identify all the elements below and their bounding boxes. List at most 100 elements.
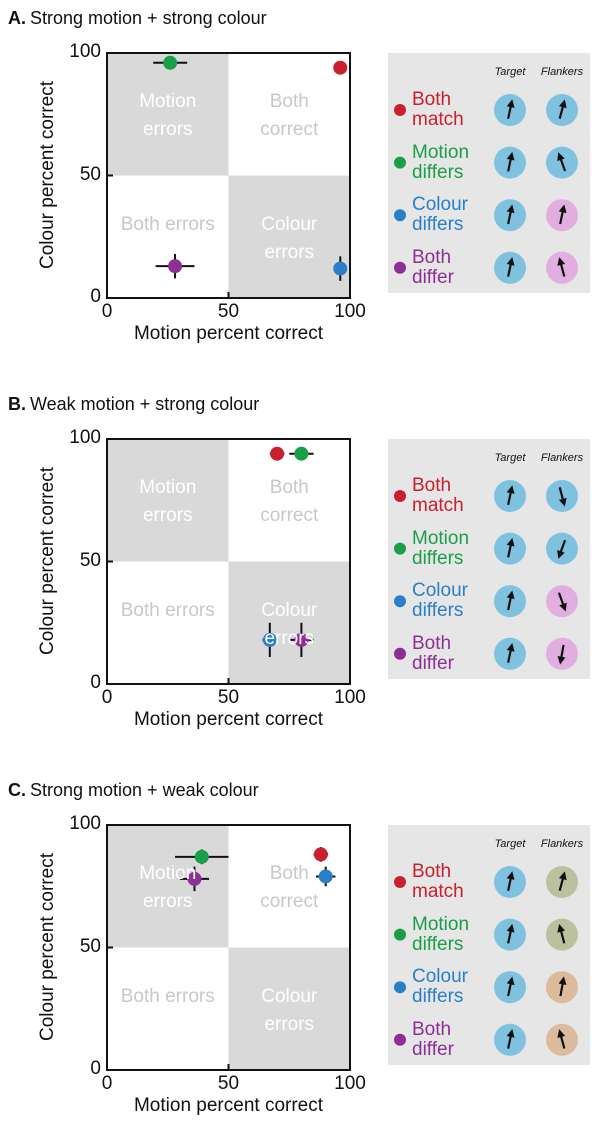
quadrant-label: Motion errors <box>139 91 197 141</box>
legend-dot <box>394 542 406 555</box>
quadrant-label: Both correct <box>260 477 319 527</box>
arrow-head <box>557 152 565 162</box>
arrow-head <box>558 204 567 214</box>
legend-label: Colour differs <box>412 966 468 1008</box>
arrow <box>557 644 566 665</box>
quadrant-label: Both errors <box>120 213 215 235</box>
quadrant-label: Motion errors <box>139 863 197 913</box>
legend-column-header: Target <box>494 838 526 850</box>
point <box>294 446 309 461</box>
arrow-head <box>557 550 565 559</box>
x-axis-label: Motion percent correct <box>133 1095 324 1116</box>
arrow-shaft <box>559 539 567 554</box>
arrow-head <box>557 656 566 665</box>
point <box>163 55 178 70</box>
arrow-shaft <box>559 929 566 944</box>
legend-label: Both match <box>412 861 464 902</box>
y-axis-label: Colour percent correct <box>37 466 58 655</box>
arrow-head <box>506 99 515 108</box>
arrow-head <box>506 643 515 652</box>
point <box>270 446 285 461</box>
chart-title: Strong motion + weak colour <box>30 780 259 800</box>
quadrant-label: Colour errors <box>261 985 318 1035</box>
y-tick-label: 0 <box>90 286 101 307</box>
arrow-shaft <box>507 982 513 997</box>
arrow-shaft <box>558 487 565 502</box>
y-tick-label: 50 <box>79 935 101 957</box>
arrow-shaft <box>507 596 513 611</box>
quadrant-label: Both correct <box>260 91 319 141</box>
legend-dot <box>394 981 406 994</box>
quadrant-label: Both errors <box>120 599 215 621</box>
arrow-head <box>506 257 515 266</box>
legend-label: Both differ <box>412 1018 454 1060</box>
legend-label: Motion differs <box>412 141 470 183</box>
legend-dot <box>394 876 406 888</box>
x-axis-label: Motion percent correct <box>133 323 324 344</box>
legend-dot <box>394 647 406 660</box>
point <box>313 847 328 862</box>
legend-label: Both match <box>412 89 464 130</box>
arrow <box>557 592 567 612</box>
quadrant <box>228 561 350 684</box>
y-axis-label: Colour percent correct <box>37 80 58 269</box>
arrow-shaft <box>560 644 565 659</box>
y-tick-label: 0 <box>90 1058 101 1079</box>
arrow-head <box>506 485 515 494</box>
quadrant <box>228 175 350 298</box>
arrow <box>506 99 515 120</box>
legend-column-header: Flankers <box>540 838 584 850</box>
panel-label: C. <box>8 780 26 800</box>
arrow <box>557 923 566 944</box>
arrow-head <box>506 590 515 600</box>
legend-dot <box>394 1033 406 1046</box>
panel-label: B. <box>8 394 26 414</box>
point <box>262 632 277 647</box>
arrow <box>557 539 567 559</box>
arrow-shaft <box>507 104 513 120</box>
arrow <box>558 487 567 507</box>
quadrant <box>228 947 350 1070</box>
arrow-head <box>559 602 567 612</box>
legend-dot <box>394 156 406 169</box>
arrow <box>506 151 515 172</box>
x-tick-label: 0 <box>101 301 113 322</box>
quadrant-label: Colour errors <box>261 213 318 263</box>
legend-column-header: Target <box>494 66 526 78</box>
x-tick-label: 50 <box>217 687 240 708</box>
arrow-head <box>506 204 515 214</box>
arrow-shaft <box>559 157 567 172</box>
quadrant <box>107 439 229 562</box>
arrow-head <box>506 537 515 547</box>
y-tick-label: 100 <box>69 813 101 834</box>
arrow <box>506 976 515 997</box>
arrow-shaft <box>559 982 564 997</box>
legend-label: Motion differs <box>412 527 470 569</box>
arrow-head <box>557 257 566 266</box>
arrow-shaft <box>558 876 565 891</box>
arrow-shaft <box>507 157 513 172</box>
arrow-head <box>506 923 515 933</box>
arrow <box>558 871 567 891</box>
x-tick-label: 100 <box>334 301 366 322</box>
y-tick-label: 50 <box>79 549 101 571</box>
arrow-shaft <box>507 929 513 944</box>
legend-label: Both differ <box>412 632 454 674</box>
x-tick-label: 100 <box>334 687 366 708</box>
legend-dot <box>394 490 406 502</box>
legend-column-header: Flankers <box>540 452 584 464</box>
quadrant-label: Motion errors <box>139 477 197 527</box>
x-tick-label: 0 <box>101 1073 113 1094</box>
legend-label: Both match <box>412 475 464 516</box>
point <box>333 60 348 75</box>
arrow <box>557 1029 566 1049</box>
legend-label: Colour differs <box>412 194 468 236</box>
point <box>194 849 209 864</box>
arrow <box>557 152 567 172</box>
arrow-shaft <box>507 543 513 558</box>
arrow <box>506 537 515 558</box>
arrow <box>506 590 515 611</box>
legend-column-header: Target <box>494 452 526 464</box>
legend-dot <box>394 261 406 274</box>
